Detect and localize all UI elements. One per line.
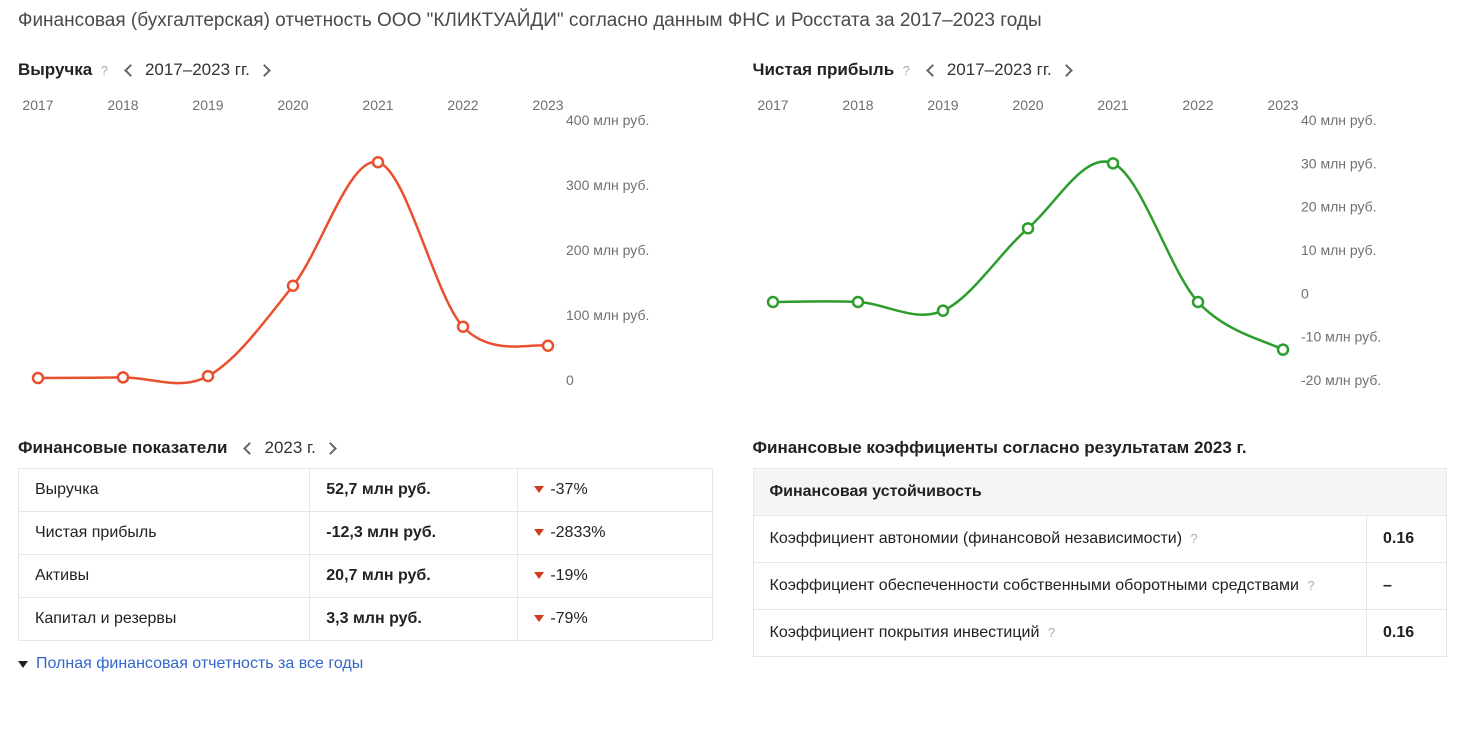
indicator-change: -19% [518,555,712,598]
svg-text:2020: 2020 [1012,97,1043,113]
arrow-down-icon [534,486,544,493]
table-row: Выручка52,7 млн руб.-37% [19,469,713,512]
svg-text:2022: 2022 [1182,97,1213,113]
chevron-right-icon[interactable] [258,64,271,77]
ratio-value: – [1367,563,1447,610]
ratios-title: Финансовые коэффициенты согласно результ… [753,438,1247,458]
indicators-table: Выручка52,7 млн руб.-37%Чистая прибыль-1… [18,468,713,641]
svg-text:200 млн руб.: 200 млн руб. [566,242,649,258]
svg-text:40 млн руб.: 40 млн руб. [1301,112,1377,128]
indicator-value: -12,3 млн руб. [310,512,518,555]
svg-text:2022: 2022 [447,97,478,113]
indicator-label: Чистая прибыль [19,512,310,555]
svg-text:2021: 2021 [362,97,393,113]
profit-chart-header: Чистая прибыль ? 2017–2023 гг. [753,60,1448,80]
table-row: Коэффициент покрытия инвестиций ?0.16 [753,610,1447,657]
ratio-value: 0.16 [1367,610,1447,657]
full-report-link[interactable]: Полная финансовая отчетность за все годы [18,655,713,673]
table-row: Коэффициент автономии (финансовой незави… [753,516,1447,563]
svg-text:-10 млн руб.: -10 млн руб. [1301,329,1381,345]
svg-text:2021: 2021 [1097,97,1128,113]
arrow-down-icon [534,529,544,536]
ratio-label: Коэффициент обеспеченности собственными … [753,563,1367,610]
full-report-text: Полная финансовая отчетность за все годы [36,655,363,673]
svg-text:2018: 2018 [107,97,138,113]
svg-text:30 млн руб.: 30 млн руб. [1301,155,1377,171]
ratio-value: 0.16 [1367,516,1447,563]
svg-text:300 млн руб.: 300 млн руб. [566,177,649,193]
profit-chart: 2017 2018 2019 2020 2021 2022 2023 -20 млн руб.… [753,90,1448,410]
chevron-right-icon[interactable] [324,442,337,455]
svg-text:0: 0 [1301,285,1309,301]
indicator-label: Выручка [19,469,310,512]
table-row: Чистая прибыль-12,3 млн руб.-2833% [19,512,713,555]
page-title: Финансовая (бухгалтерская) отчетность ОО… [18,10,1447,32]
help-icon[interactable]: ? [1048,625,1055,640]
arrow-down-icon [534,615,544,622]
svg-text:0: 0 [566,372,574,388]
profit-chart-title: Чистая прибыль [753,60,895,79]
svg-text:10 млн руб.: 10 млн руб. [1301,242,1377,258]
help-icon[interactable]: ? [903,63,910,78]
chevron-left-icon[interactable] [124,64,137,77]
svg-text:400 млн руб.: 400 млн руб. [566,112,649,128]
ratio-label: Коэффициент автономии (финансовой незави… [753,516,1367,563]
ratios-group-header: Финансовая устойчивость [753,469,1447,516]
svg-text:2019: 2019 [192,97,223,113]
svg-text:20 млн руб.: 20 млн руб. [1301,199,1377,215]
ratios-header: Финансовые коэффициенты согласно результ… [753,438,1448,458]
ratio-label: Коэффициент покрытия инвестиций ? [753,610,1367,657]
svg-text:2023: 2023 [532,97,563,113]
indicators-header: Финансовые показатели 2023 г. [18,438,713,458]
revenue-chart: 2017 2018 2019 2020 2021 2022 2023 0 100 млн руб… [18,90,713,410]
chevron-right-icon[interactable] [1060,64,1073,77]
svg-text:-20 млн руб.: -20 млн руб. [1301,372,1381,388]
revenue-chart-title: Выручка [18,60,92,79]
table-row: Капитал и резервы3,3 млн руб.-79% [19,598,713,641]
indicator-value: 52,7 млн руб. [310,469,518,512]
arrow-down-icon [534,572,544,579]
table-row: Коэффициент обеспеченности собственными … [753,563,1447,610]
indicator-label: Активы [19,555,310,598]
svg-text:2020: 2020 [277,97,308,113]
chevron-left-icon[interactable] [926,64,939,77]
help-icon[interactable]: ? [101,63,108,78]
svg-text:2018: 2018 [842,97,873,113]
indicator-change: -37% [518,469,712,512]
ratios-table: Финансовая устойчивостьКоэффициент автон… [753,468,1448,657]
profit-period: 2017–2023 гг. [947,60,1052,80]
indicators-title: Финансовые показатели [18,438,227,458]
svg-text:2017: 2017 [22,97,53,113]
svg-text:2023: 2023 [1267,97,1298,113]
indicator-change: -79% [518,598,712,641]
svg-text:2017: 2017 [757,97,788,113]
help-icon[interactable]: ? [1191,531,1198,546]
indicator-value: 3,3 млн руб. [310,598,518,641]
indicator-value: 20,7 млн руб. [310,555,518,598]
revenue-chart-header: Выручка ? 2017–2023 гг. [18,60,713,80]
caret-down-icon [18,661,28,668]
indicators-year: 2023 г. [264,438,315,458]
table-row: Активы20,7 млн руб.-19% [19,555,713,598]
svg-text:2019: 2019 [927,97,958,113]
svg-text:100 млн руб.: 100 млн руб. [566,307,649,323]
chevron-left-icon[interactable] [244,442,257,455]
indicator-change: -2833% [518,512,712,555]
help-icon[interactable]: ? [1307,578,1314,593]
revenue-period: 2017–2023 гг. [145,60,250,80]
indicator-label: Капитал и резервы [19,598,310,641]
